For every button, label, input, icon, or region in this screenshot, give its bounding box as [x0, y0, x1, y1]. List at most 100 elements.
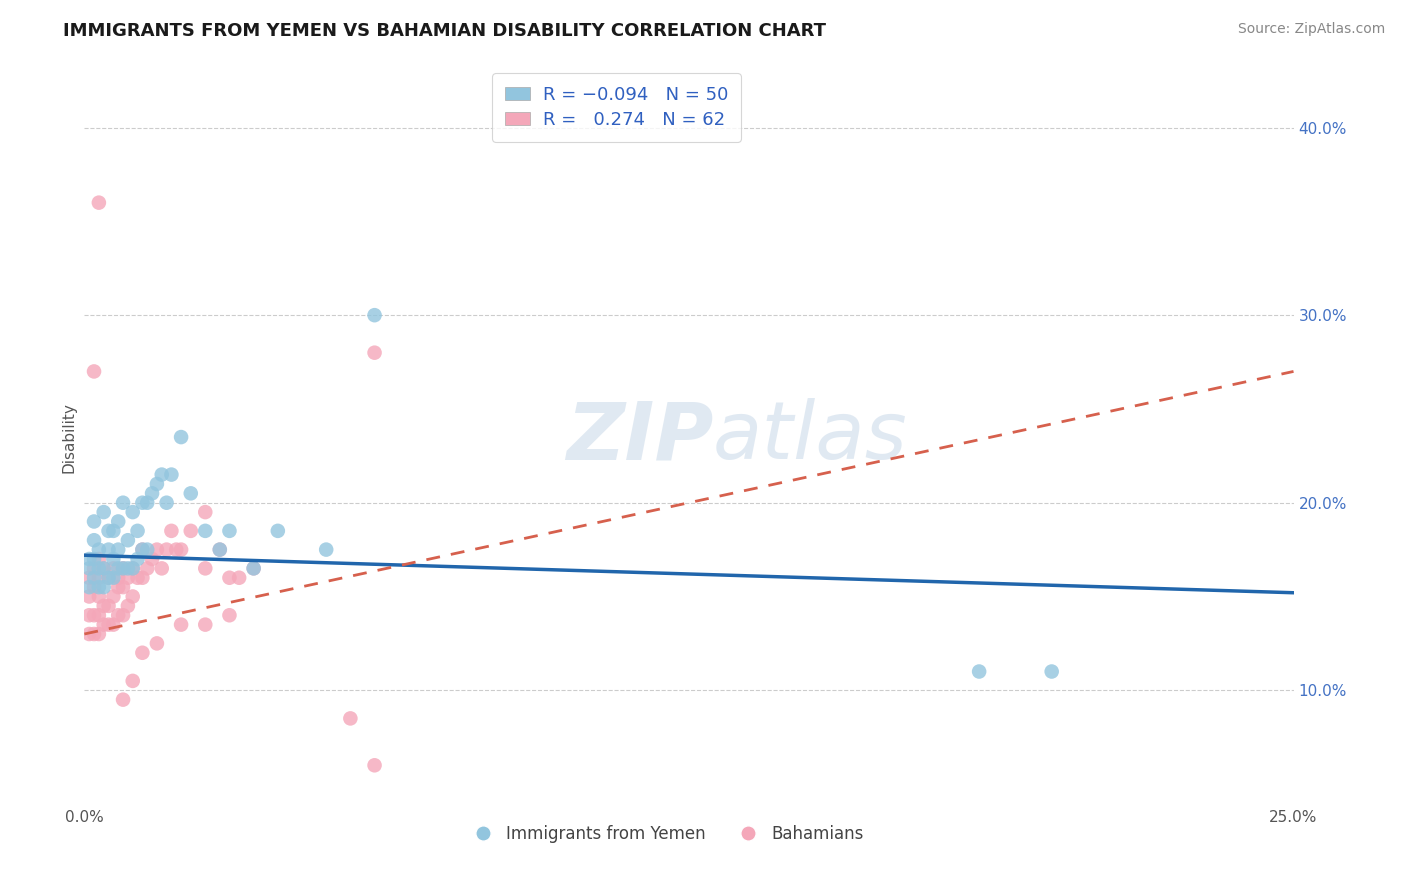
Point: [228, 571, 250, 585]
Point: [93, 561, 115, 575]
Point: [131, 496, 153, 510]
Point: [112, 496, 135, 510]
Point: [83, 571, 105, 585]
Point: [87, 195, 110, 210]
Point: [83, 515, 105, 529]
Point: [242, 561, 264, 575]
Point: [77, 552, 100, 566]
Point: [107, 608, 129, 623]
Point: [165, 542, 187, 557]
Point: [77, 608, 100, 623]
Point: [83, 561, 105, 575]
Point: [103, 524, 125, 538]
Point: [131, 542, 153, 557]
Text: Source: ZipAtlas.com: Source: ZipAtlas.com: [1237, 22, 1385, 37]
Point: [170, 430, 193, 444]
Text: atlas: atlas: [713, 398, 908, 476]
Point: [170, 617, 193, 632]
Point: [131, 571, 153, 585]
Point: [150, 467, 173, 482]
Point: [107, 571, 129, 585]
Point: [83, 580, 105, 594]
Point: [155, 542, 177, 557]
Point: [93, 580, 115, 594]
Point: [97, 599, 120, 613]
Point: [117, 599, 139, 613]
Point: [87, 627, 110, 641]
Point: [146, 636, 169, 650]
Point: [83, 552, 105, 566]
Point: [967, 665, 990, 679]
Point: [83, 608, 105, 623]
Point: [87, 542, 110, 557]
Point: [77, 561, 100, 575]
Point: [87, 552, 110, 566]
Point: [83, 627, 105, 641]
Point: [77, 571, 100, 585]
Point: [87, 580, 110, 594]
Point: [160, 524, 183, 538]
Point: [136, 542, 159, 557]
Point: [127, 552, 149, 566]
Point: [87, 571, 110, 585]
Point: [1040, 665, 1063, 679]
Point: [107, 561, 129, 575]
Point: [103, 571, 125, 585]
Point: [127, 524, 149, 538]
Point: [155, 496, 177, 510]
Point: [160, 467, 183, 482]
Point: [87, 608, 110, 623]
Point: [121, 673, 143, 688]
Point: [180, 486, 202, 500]
Point: [103, 590, 125, 604]
Point: [194, 524, 217, 538]
Point: [121, 561, 143, 575]
Point: [363, 308, 385, 322]
Point: [218, 524, 240, 538]
Point: [97, 571, 120, 585]
Point: [87, 561, 110, 575]
Point: [77, 627, 100, 641]
Point: [97, 571, 120, 585]
Point: [97, 524, 120, 538]
Point: [93, 599, 115, 613]
Point: [103, 617, 125, 632]
Point: [107, 580, 129, 594]
Point: [131, 646, 153, 660]
Point: [121, 561, 143, 575]
Point: [127, 571, 149, 585]
Point: [121, 590, 143, 604]
Point: [146, 542, 169, 557]
Legend: Immigrants from Yemen, Bahamians: Immigrants from Yemen, Bahamians: [460, 818, 870, 849]
Point: [194, 505, 217, 519]
Point: [117, 533, 139, 548]
Point: [146, 477, 169, 491]
Point: [97, 617, 120, 632]
Point: [194, 617, 217, 632]
Point: [170, 542, 193, 557]
Point: [93, 505, 115, 519]
Point: [339, 711, 361, 725]
Point: [103, 552, 125, 566]
Point: [112, 692, 135, 706]
Point: [141, 552, 163, 566]
Text: ZIP: ZIP: [565, 398, 713, 476]
Point: [112, 608, 135, 623]
Point: [208, 542, 231, 557]
Point: [93, 617, 115, 632]
Point: [112, 561, 135, 575]
Point: [218, 608, 240, 623]
Point: [150, 561, 173, 575]
Point: [97, 542, 120, 557]
Point: [363, 345, 385, 359]
Point: [103, 561, 125, 575]
Point: [141, 486, 163, 500]
Point: [117, 561, 139, 575]
Point: [194, 561, 217, 575]
Point: [208, 542, 231, 557]
Y-axis label: Disability: Disability: [60, 401, 76, 473]
Point: [315, 542, 337, 557]
Point: [83, 533, 105, 548]
Point: [218, 571, 240, 585]
Point: [107, 515, 129, 529]
